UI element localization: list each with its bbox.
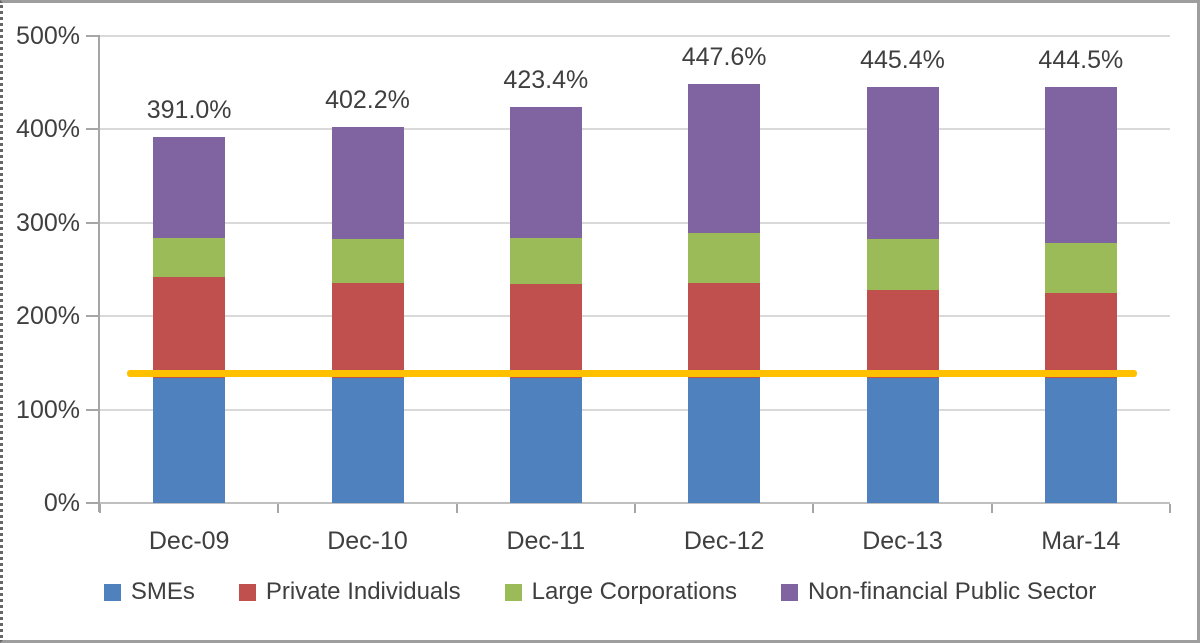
legend-item-large-corporations: Large Corporations [504,578,738,606]
bar-segment-Dec-11-smes [509,377,582,503]
bar-total-label: 444.5% [1038,46,1124,75]
bar-total-label: 391.0% [146,96,232,125]
x-category-label: Dec-13 [862,527,943,555]
bar-segment-Dec-13-large-corporations [866,239,939,290]
y-axis-tick-label: 200% [16,302,80,330]
x-axis-tick [277,504,280,513]
x-category-label: Dec-10 [327,527,408,555]
x-axis-tick [99,504,101,513]
bar-segment-Dec-11-private-individuals [509,284,582,378]
x-axis-tick [990,504,993,513]
gridline-0 [100,502,1170,504]
bar-segment-Dec-12-private-individuals [688,283,761,378]
bar-segment-Dec-13-private-individuals [866,289,939,379]
chart-legend: SMEs Private Individuals Large Corporation… [0,576,1200,608]
bar-segment-Mar-14-non-financial-public-sector [1044,87,1117,244]
x-axis-tick [1169,504,1171,513]
legend-swatch-icon [238,583,256,601]
bar-segment-Dec-12-smes [688,377,761,503]
bar-total-label: 423.4% [503,66,589,95]
y-axis-tick-label: 300% [16,208,80,237]
y-axis-tick-label: 100% [16,395,80,424]
legend-swatch-icon [103,583,121,601]
x-category-label: Dec-12 [683,527,765,555]
gridline-400 [100,128,1170,130]
y-axis-tick [86,221,100,224]
y-axis-tick [86,315,100,317]
y-axis-tick [86,128,100,130]
legend-label: Private Individuals [265,578,461,605]
bar-segment-Dec-12-non-financial-public-sector [688,84,761,233]
bar-segment-Dec-13-non-financial-public-sector [866,86,939,240]
bar-segment-Dec-10-non-financial-public-sector [331,126,404,240]
gridline-200 [100,315,1170,317]
bar-segment-Dec-09-large-corporations [153,238,226,278]
x-axis-tick [812,504,815,513]
bar-total-label: 402.2% [325,85,410,114]
bar-segment-Dec-13-smes [866,378,939,503]
y-axis-tick-label: 400% [16,115,80,143]
y-axis-tick-label: 500% [16,21,80,50]
x-axis-tick [634,504,636,513]
y-axis-line [98,35,100,512]
bar-segment-Dec-11-non-financial-public-sector [509,107,582,239]
bar-segment-Mar-14-private-individuals [1044,293,1117,379]
bar-segment-Dec-10-large-corporations [331,239,404,284]
bar-segment-Dec-09-private-individuals [153,277,226,378]
legend-label: SMEs [130,578,195,605]
bar-segment-Dec-09-non-financial-public-sector [153,137,226,238]
y-axis-tick [86,34,100,37]
legend-swatch-icon [504,583,522,601]
bar-total-label: 447.6% [681,43,767,72]
gridline-500 [100,34,1170,37]
x-axis-tick [455,504,458,513]
bar-segment-Dec-12-large-corporations [688,232,761,284]
legend-swatch-icon [781,583,799,601]
legend-label: Non-financial Public Sector [808,578,1097,605]
reference-line [127,370,1137,378]
bar-segment-Dec-11-large-corporations [509,238,582,285]
x-category-label: Dec-09 [148,527,230,555]
y-axis-tick [86,502,100,504]
bar-segment-Dec-09-smes [153,377,226,503]
bar-total-label: 445.4% [860,45,945,74]
legend-label: Large Corporations [531,578,738,605]
x-category-label: Mar-14 [1041,527,1121,555]
gridline-100 [100,408,1170,411]
y-axis-tick [86,408,100,411]
bar-segment-Dec-10-private-individuals [331,283,404,378]
legend-item-non-financial-public-sector: Non-financial Public Sector [781,578,1096,606]
gridline-300 [100,221,1170,224]
legend-item-smes: SMEs [103,578,195,606]
x-category-label: Dec-11 [506,527,586,555]
bar-segment-Mar-14-smes [1044,378,1117,503]
bar-segment-Mar-14-large-corporations [1044,243,1117,294]
legend-item-private-individuals: Private Individuals [238,578,461,606]
y-axis-tick-label: 0% [43,489,80,517]
bar-segment-Dec-10-smes [331,377,404,503]
